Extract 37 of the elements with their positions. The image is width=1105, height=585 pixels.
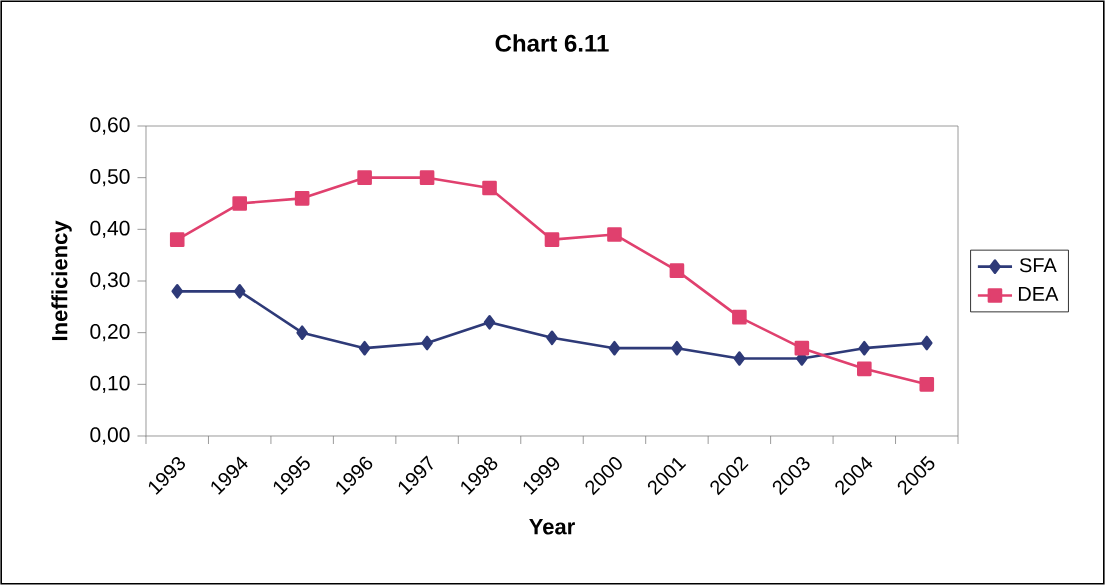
point: [608, 340, 621, 356]
point: [546, 330, 558, 346]
point: [232, 196, 247, 211]
point: [919, 377, 935, 392]
point: [483, 315, 496, 330]
point: [857, 361, 872, 377]
y-tick-label: 0,50: [90, 169, 130, 187]
point: [419, 170, 435, 185]
point: [733, 351, 746, 366]
y-axis-title: Inefficiency: [51, 220, 72, 341]
y-tick-label: 0,40: [90, 220, 130, 239]
point: [357, 170, 372, 185]
point: [544, 232, 560, 247]
chart-title: Chart 6.11: [495, 34, 609, 52]
point: [421, 335, 433, 351]
y-tick-label: 0,20: [90, 324, 130, 342]
point: [607, 227, 622, 242]
point: [858, 340, 871, 356]
legend-label: SFA: [1019, 258, 1057, 273]
point: [671, 340, 683, 356]
point: [296, 325, 308, 340]
point: [171, 284, 184, 299]
point: [169, 232, 185, 247]
point: [482, 180, 497, 196]
point: [358, 340, 371, 356]
x-axis-title: Year: [529, 519, 575, 535]
point: [233, 284, 246, 299]
y-tick-label: 0,00: [90, 427, 130, 445]
point: [920, 335, 933, 351]
point: [294, 191, 310, 206]
point: [732, 309, 747, 325]
legend-label: DEA: [1018, 287, 1059, 301]
point: [669, 263, 685, 278]
y-tick-label: 0,60: [90, 117, 130, 135]
point: [794, 340, 810, 356]
y-tick-label: 0,10: [90, 375, 130, 394]
y-tick-label: 0,30: [90, 272, 130, 290]
